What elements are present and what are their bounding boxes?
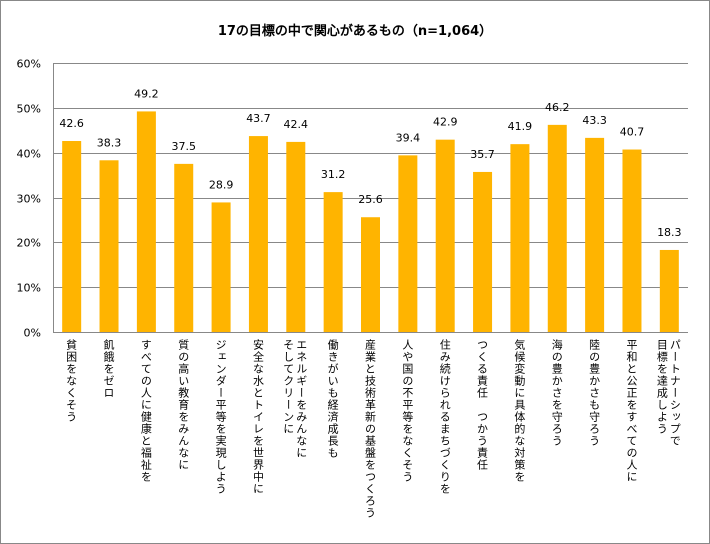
data-label: 40.7 — [620, 126, 645, 139]
x-tick-label: パートナーシップで 目標を達成しよう — [655, 339, 682, 447]
data-label: 38.3 — [97, 136, 122, 149]
x-tick-label: ジェンダー平等を実現しよう — [214, 339, 228, 495]
bar — [585, 137, 605, 332]
x-tick-label: 住み続けられるまちづくりを — [438, 339, 452, 495]
bar — [62, 141, 82, 332]
y-tick-label: 10% — [17, 282, 41, 295]
bar — [323, 192, 343, 332]
data-label: 39.4 — [396, 131, 421, 144]
bar — [174, 163, 194, 332]
data-label: 49.2 — [134, 87, 159, 100]
y-tick-label: 60% — [17, 58, 41, 71]
y-tick-label: 20% — [17, 237, 41, 250]
x-tick-label: 働きがいも経済成長も — [326, 339, 340, 459]
x-tick-label: 人や国の不平等をなくそう — [400, 339, 414, 483]
bar — [659, 249, 679, 332]
x-tick-label: 陸の豊かさも守ろう — [587, 339, 601, 447]
data-label: 46.2 — [545, 101, 570, 114]
bar — [547, 124, 567, 333]
x-tick-label: 海の豊かさを守ろう — [550, 339, 564, 447]
bar — [622, 149, 642, 332]
data-label: 43.7 — [246, 112, 271, 125]
x-tick-label: 安全な水とトイレを世界中に — [251, 339, 265, 495]
data-label: 42.4 — [284, 118, 309, 131]
bar — [398, 155, 418, 332]
bar — [435, 139, 455, 332]
x-tick-label: 平和と公正をすべての人に — [624, 339, 638, 483]
bar — [211, 202, 231, 332]
data-label: 42.9 — [433, 116, 458, 129]
x-tick-label: 質の高い教育をみんなに — [176, 339, 190, 471]
y-tick-label: 0% — [24, 327, 41, 340]
y-tick-label: 50% — [17, 103, 41, 116]
y-tick-label: 40% — [17, 148, 41, 161]
bar — [286, 141, 306, 332]
x-tick-label: すべての人に健康と福祉を — [139, 339, 153, 483]
x-tick-label: 気候変動に具体的な対策を — [512, 339, 526, 483]
bar — [473, 171, 493, 332]
data-label: 25.6 — [358, 193, 383, 206]
x-tick-label: 飢餓をゼロ — [102, 339, 116, 399]
data-label: 43.3 — [582, 114, 607, 127]
data-label: 41.9 — [508, 120, 533, 133]
x-tick-label: 貧困をなくそう — [64, 339, 78, 423]
data-label: 18.3 — [657, 226, 682, 239]
x-tick-label: 産業と技術革新の基盤をつくろう — [363, 339, 377, 519]
bar — [248, 136, 268, 332]
x-tick-label: エネルギーをみんなに そしてクリーンに — [281, 339, 308, 459]
data-label: 35.7 — [470, 148, 495, 161]
data-label: 28.9 — [209, 178, 234, 191]
bar — [361, 217, 380, 332]
bar — [136, 111, 156, 332]
data-label: 37.5 — [171, 140, 196, 153]
chart-title: 17の目標の中で関心があるもの（n=1,064） — [217, 24, 493, 39]
data-label: 31.2 — [321, 168, 346, 181]
bar — [99, 160, 119, 332]
bar — [510, 144, 530, 332]
x-tick-label: つくる責任 つかう責任 — [475, 339, 489, 471]
data-label: 42.6 — [59, 117, 84, 130]
y-tick-label: 30% — [17, 193, 41, 206]
